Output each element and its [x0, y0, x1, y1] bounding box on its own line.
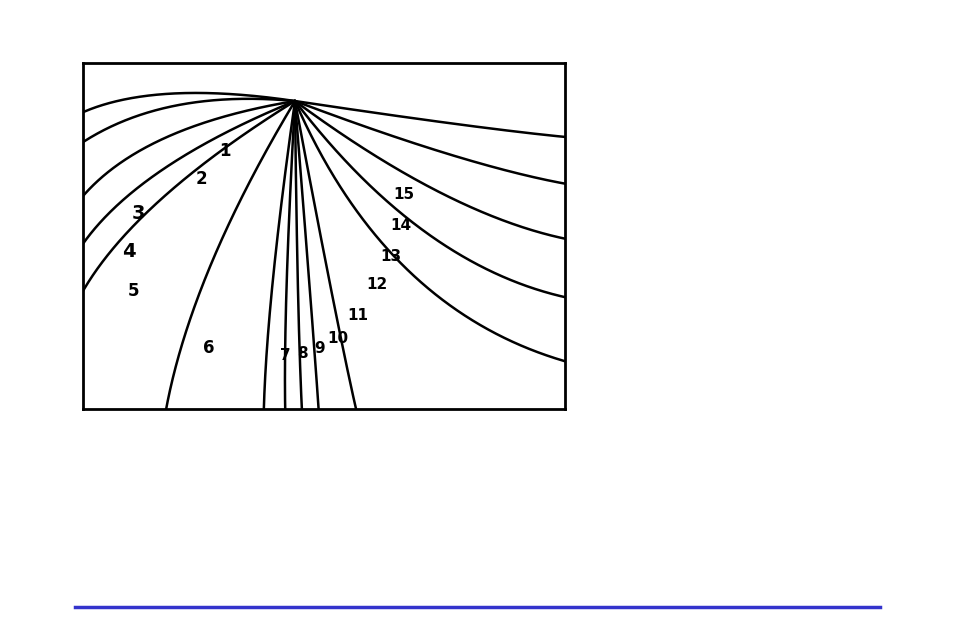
Text: 14: 14 — [390, 218, 411, 233]
Text: 4: 4 — [122, 242, 135, 261]
Text: 5: 5 — [128, 282, 139, 300]
Text: 13: 13 — [380, 249, 401, 264]
Text: 6: 6 — [202, 340, 213, 357]
Text: 1: 1 — [219, 142, 231, 160]
Text: 2: 2 — [195, 170, 207, 188]
Text: 10: 10 — [328, 331, 349, 345]
Text: 12: 12 — [366, 277, 387, 292]
Text: 3: 3 — [132, 204, 145, 223]
Text: 8: 8 — [296, 346, 307, 361]
Text: 9: 9 — [314, 341, 324, 356]
Text: 11: 11 — [347, 308, 368, 323]
Text: 7: 7 — [280, 348, 291, 363]
Text: 15: 15 — [393, 187, 414, 202]
